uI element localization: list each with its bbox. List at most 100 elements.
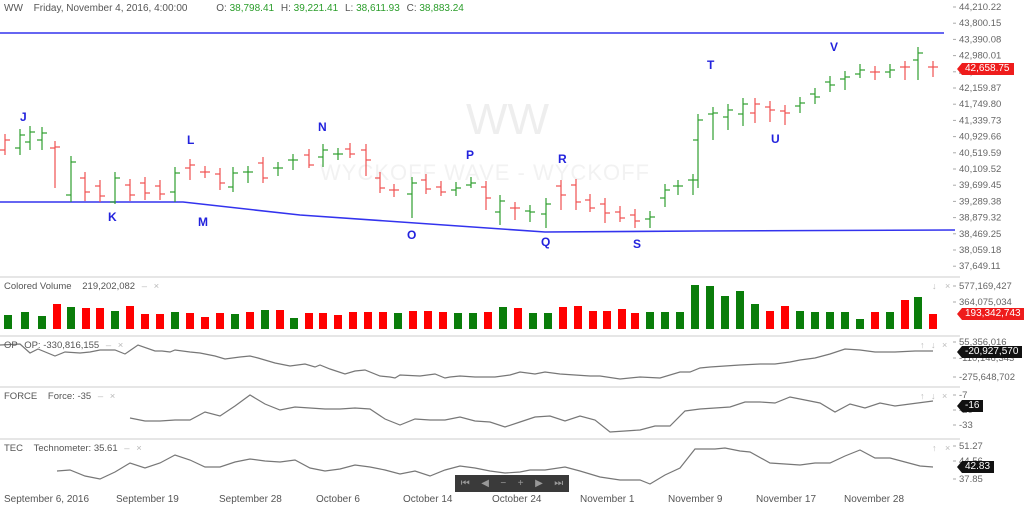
tec-axis-label: 51.27 — [959, 441, 983, 452]
op-value: -330,816,155 — [43, 340, 100, 351]
volume-bar — [691, 285, 699, 329]
wave-label-v: V — [830, 40, 839, 54]
volume-bar — [499, 307, 507, 329]
scroll-right-icon[interactable]: ▶ — [535, 478, 543, 489]
volume-bar — [231, 314, 239, 329]
close-icon[interactable]: × — [942, 391, 948, 401]
time-axis-label: November 28 — [844, 494, 905, 505]
volume-last-tag: 193,342,743 — [957, 308, 1024, 320]
close-icon[interactable]: × — [945, 281, 951, 291]
tec-line — [56, 447, 934, 485]
volume-bar — [4, 315, 12, 329]
volume-bar — [574, 306, 582, 329]
close-icon[interactable]: × — [109, 391, 116, 402]
close-icon[interactable]: × — [117, 340, 124, 351]
scroll-left-icon[interactable]: ◀ — [481, 478, 489, 489]
price-axis-label: 40,109.52 — [959, 164, 1001, 175]
time-axis-label: November 17 — [756, 494, 817, 505]
time-axis-label: October 14 — [403, 494, 453, 505]
close-icon[interactable]: × — [136, 443, 142, 454]
volume-bar — [276, 310, 284, 329]
zoom-in-icon[interactable]: + — [517, 478, 524, 489]
price-axis-label: 39,289.38 — [959, 196, 1001, 207]
close-icon[interactable]: × — [945, 443, 951, 453]
minimize-icon[interactable]: – — [97, 391, 104, 402]
time-axis-label: September 19 — [116, 494, 179, 505]
op-axis-label: -275,648,702 — [959, 372, 1015, 383]
minimize-icon[interactable]: – — [141, 281, 148, 292]
volume-bar — [394, 313, 402, 329]
volume-bar — [67, 307, 75, 329]
volume-bar — [379, 312, 387, 329]
force-value: -35 — [77, 391, 92, 402]
move-up-icon[interactable]: ↑ — [920, 340, 925, 350]
volume-axis-label: 577,169,427 — [959, 281, 1012, 292]
move-down-icon[interactable]: ↓ — [932, 281, 937, 291]
volume-bar — [589, 311, 597, 329]
close-value: 38,883.24 — [419, 3, 464, 14]
force-line — [129, 394, 934, 433]
price-axis-label: 41,749.80 — [959, 99, 1001, 110]
volume-bar — [886, 312, 894, 329]
wave-label-p: P — [466, 148, 475, 162]
price-axis-label: 44,210.22 — [959, 2, 1001, 13]
force-pane-title: FORCE Force: -35 – × — [4, 391, 115, 402]
volume-bar — [856, 319, 864, 329]
minimize-icon[interactable]: – — [124, 443, 130, 454]
volume-bar — [111, 311, 119, 329]
time-axis-label: October 24 — [492, 494, 542, 505]
wave-label-m: M — [198, 215, 208, 229]
tec-value: 35.61 — [93, 443, 118, 454]
tec-last-tag: 42.83 — [956, 461, 995, 473]
volume-bar — [661, 312, 669, 329]
symbol: WW — [4, 3, 23, 14]
volume-bar — [290, 318, 298, 329]
volume-bar — [484, 312, 492, 329]
op-pane-controls: ↑ ↓ × — [920, 340, 947, 350]
price-axis-label: 43,800.15 — [959, 18, 1001, 29]
volume-bar — [751, 304, 759, 329]
volume-value: 219,202,082 — [82, 281, 136, 292]
volume-bar — [349, 312, 357, 329]
volume-pane-title: Colored Volume 219,202,082 – × — [4, 281, 159, 292]
move-down-icon[interactable]: ↓ — [931, 391, 936, 401]
close-icon[interactable]: × — [153, 281, 160, 292]
volume-bar — [126, 306, 134, 329]
volume-pane-controls: ↓ × — [932, 281, 950, 291]
volume-bar — [841, 312, 849, 329]
time-axis-label: October 6 — [316, 494, 360, 505]
move-up-icon[interactable]: ↑ — [932, 443, 937, 453]
high-label: H: — [280, 3, 291, 14]
volume-bar — [529, 313, 537, 329]
volume-bar — [409, 311, 417, 329]
force-axis-label: -7 — [959, 390, 967, 401]
op-axis-label: 55,356,016 — [959, 337, 1007, 348]
minimize-icon[interactable]: – — [105, 340, 112, 351]
volume-bar — [439, 312, 447, 329]
tec-pane-controls: ↑ × — [932, 443, 950, 453]
tec-axis-label: 37.85 — [959, 474, 983, 485]
chart-navigator: ⏮ ◀ − + ▶ ⏭ — [455, 475, 569, 492]
low-value: 38,611.93 — [356, 3, 400, 14]
volume-bar — [82, 308, 90, 329]
first-page-icon[interactable]: ⏮ — [460, 478, 470, 489]
move-up-icon[interactable]: ↑ — [920, 391, 925, 401]
volume-bar — [871, 312, 879, 329]
open-label: O: — [216, 3, 227, 14]
move-down-icon[interactable]: ↓ — [931, 340, 936, 350]
volume-bar — [201, 317, 209, 329]
wave-label-r: R — [558, 152, 567, 166]
tec-name: TEC — [4, 443, 23, 454]
volume-bar — [305, 313, 313, 329]
last-page-icon[interactable]: ⏭ — [554, 478, 564, 489]
volume-bar — [21, 312, 29, 329]
force-last-tag: -16 — [956, 400, 984, 412]
close-icon[interactable]: × — [942, 340, 948, 350]
wave-label-j: J — [20, 110, 27, 124]
zoom-out-icon[interactable]: − — [500, 478, 507, 489]
volume-bar — [454, 313, 462, 329]
volume-bar — [781, 306, 789, 329]
price-axis-label: 38,469.25 — [959, 229, 1001, 240]
price-axis-label: 40,929.66 — [959, 132, 1001, 143]
